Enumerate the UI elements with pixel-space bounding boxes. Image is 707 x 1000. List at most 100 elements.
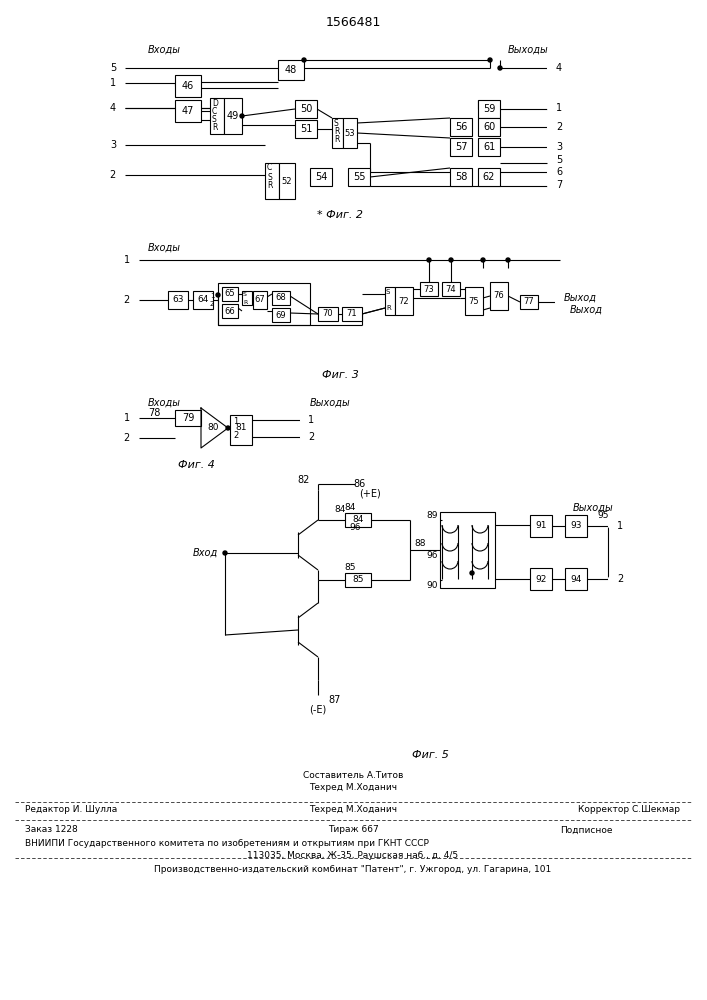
Text: 54: 54 [315,172,327,182]
Text: 7: 7 [556,180,562,190]
Text: 2: 2 [210,301,214,307]
Text: 96: 96 [349,522,361,532]
Bar [332,118,343,148]
Text: 1: 1 [233,416,238,426]
Text: Фиг. 4: Фиг. 4 [177,460,214,470]
Bar [175,410,201,426]
Text: Техред М.Ходанич: Техред М.Ходанич [309,782,397,792]
Bar [465,287,483,315]
Text: Выходы: Выходы [507,45,548,55]
Text: 2: 2 [617,574,624,584]
Text: Выход: Выход [570,305,603,315]
Text: 71: 71 [346,310,357,318]
Bar [253,291,267,309]
Text: 57: 57 [455,142,467,152]
Text: 61: 61 [483,142,495,152]
Text: R: R [334,134,339,143]
Text: 67: 67 [255,296,265,304]
Text: Фиг. 5: Фиг. 5 [411,750,448,760]
Text: 1: 1 [124,413,130,423]
Text: S: S [334,118,339,127]
Text: 3: 3 [110,140,116,150]
Bar [193,291,213,309]
Bar [224,98,242,134]
Bar [295,100,317,118]
Text: 1: 1 [210,293,214,299]
Circle shape [547,144,552,149]
Text: Редактор И. Шулла: Редактор И. Шулла [25,806,117,814]
Bar [440,512,495,588]
Text: 88: 88 [414,538,426,548]
Text: 4: 4 [556,63,562,73]
Text: 47: 47 [182,106,194,116]
Text: 82: 82 [298,475,310,485]
Text: 1: 1 [308,415,314,425]
Bar [478,118,500,136]
Bar [222,304,238,318]
Circle shape [547,124,552,129]
Circle shape [119,81,124,86]
Circle shape [481,258,485,262]
Text: Выходы: Выходы [573,503,614,513]
Text: Входы: Входы [148,243,181,253]
Circle shape [119,105,124,110]
Circle shape [226,426,230,430]
Text: 84: 84 [334,504,346,514]
Bar [530,515,552,537]
Text: 3: 3 [556,142,562,152]
Bar [345,573,371,587]
Text: 94: 94 [571,574,582,584]
Bar [242,291,252,305]
Bar [168,291,188,309]
Bar [520,295,538,309]
Text: 68: 68 [276,294,286,302]
Text: 50: 50 [300,104,312,114]
Text: 64: 64 [197,296,209,304]
Text: 63: 63 [173,296,184,304]
Text: Тираж 667: Тираж 667 [327,826,378,834]
Text: (-E): (-E) [310,705,327,715]
Circle shape [134,436,139,440]
Text: Входы: Входы [148,45,181,55]
Text: 1: 1 [556,103,562,113]
Bar [478,100,500,118]
Text: 2: 2 [308,432,314,442]
Bar [450,138,472,156]
Circle shape [134,257,139,262]
Bar [450,168,472,186]
Text: 70: 70 [322,310,333,318]
Text: 46: 46 [182,81,194,91]
Text: 87: 87 [328,695,340,705]
Bar [565,515,587,537]
Text: 93: 93 [571,522,582,530]
Circle shape [506,258,510,262]
Text: 56: 56 [455,122,467,132]
Circle shape [547,105,552,110]
Bar [272,308,290,322]
Bar [385,287,395,315]
Circle shape [488,58,492,62]
Bar [490,282,508,310]
Text: 78: 78 [148,408,160,418]
Text: 58: 58 [455,172,467,182]
Text: 59: 59 [483,104,495,114]
Text: 62: 62 [483,172,495,182]
Bar [310,168,332,186]
Text: 90: 90 [426,580,438,589]
Text: 96: 96 [426,550,438,560]
Text: 2: 2 [124,295,130,305]
Circle shape [470,571,474,575]
Bar [272,291,290,305]
Text: 1566481: 1566481 [325,15,380,28]
Circle shape [427,258,431,262]
Text: 91: 91 [535,522,547,530]
Text: 77: 77 [524,298,534,306]
Text: 48: 48 [285,65,297,75]
Text: 2: 2 [124,433,130,443]
Text: Техред М.Ходанич: Техред М.Ходанич [309,806,397,814]
Text: R: R [212,122,217,131]
Text: D: D [212,99,218,107]
Text: 51: 51 [300,124,312,134]
Text: 1: 1 [124,255,130,265]
Circle shape [609,524,614,528]
